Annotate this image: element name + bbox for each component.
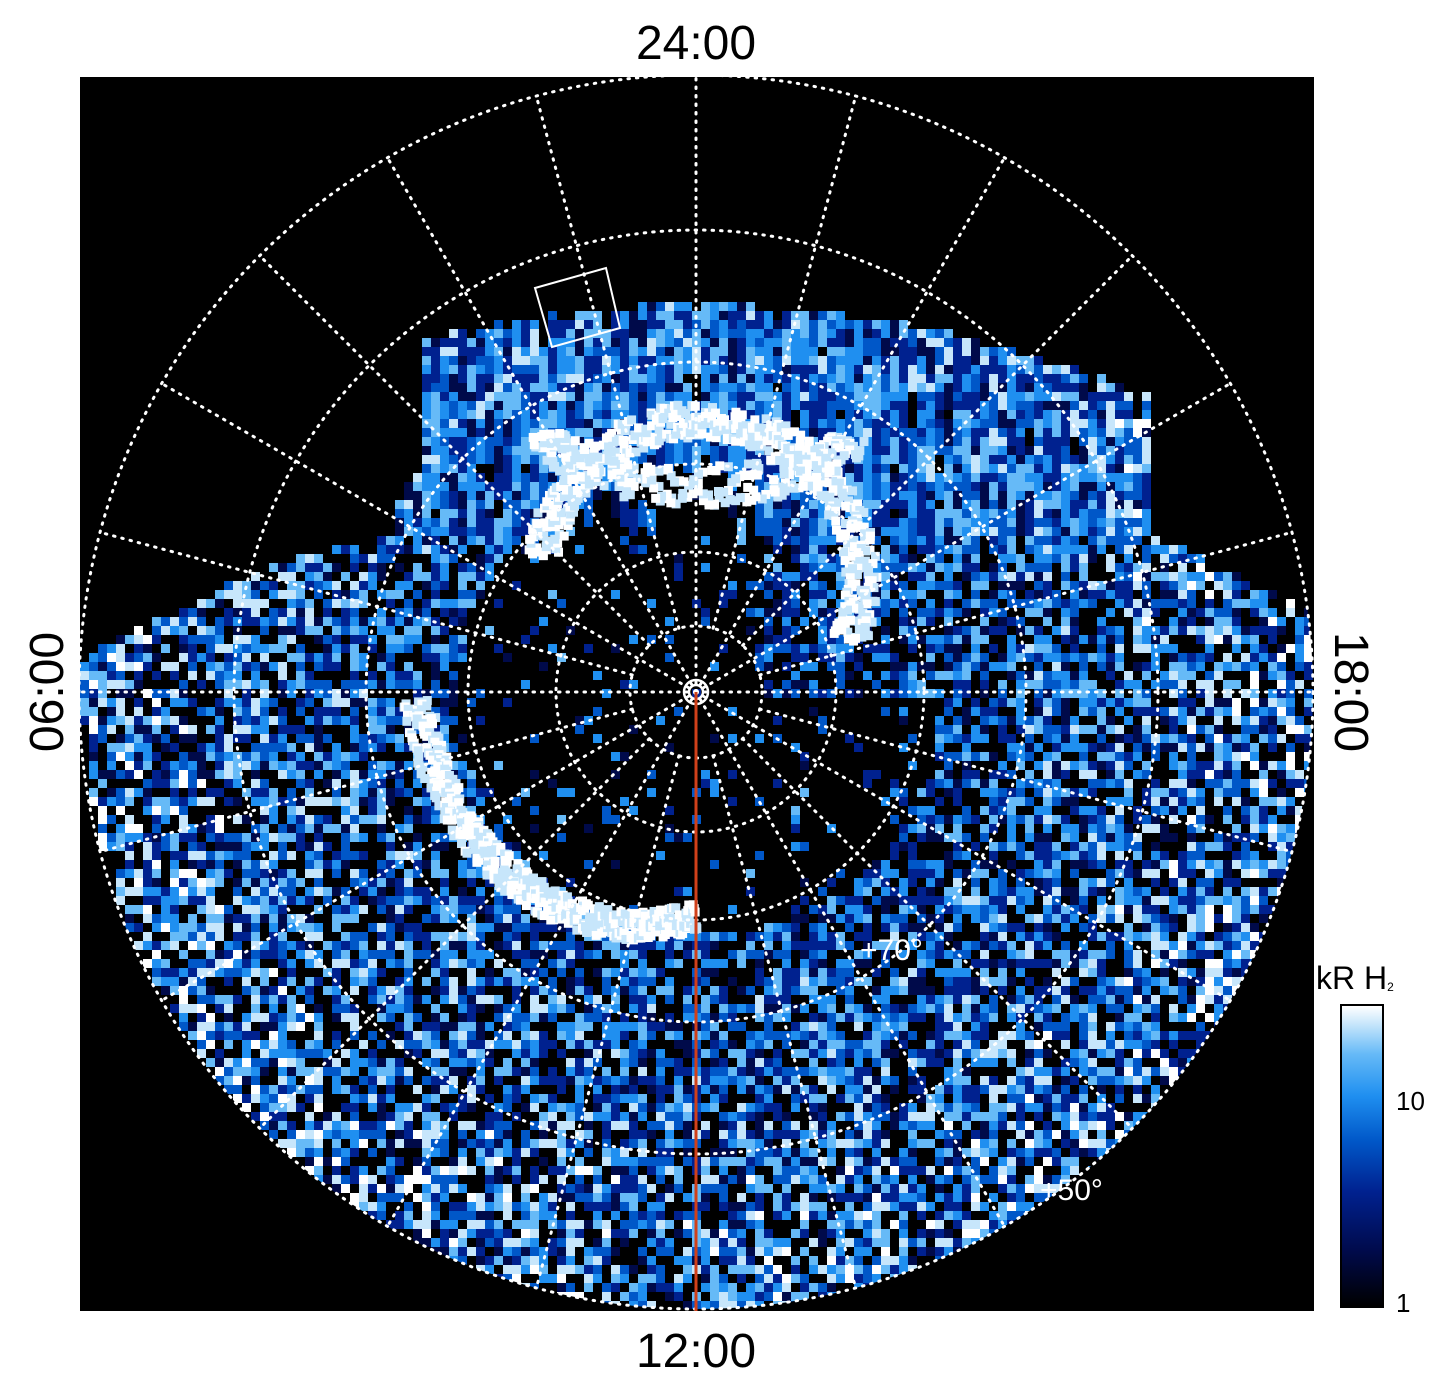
latitude-label-70: +70° [860,934,923,967]
colorbar-title: kR H2 [1316,960,1394,997]
colorbar-tick-1: 1 [1396,1288,1411,1318]
local-time-label-dusk: 18:00 [1324,631,1377,753]
local-time-label-dawn: 06:00 [21,631,74,753]
selection-box [533,266,622,349]
main-auroral-oval [399,400,882,945]
colorbar-unit: kR H [1316,960,1388,996]
colorbar [1340,1004,1384,1308]
colorbar-tick-10: 10 [1396,1086,1425,1116]
colorbar-unit-subscript: 2 [1387,980,1394,994]
latitude-label-50: +50° [1040,1174,1103,1207]
local-time-label-noon: 12:00 [635,1325,757,1378]
local-time-label-midnight: 24:00 [635,17,757,70]
